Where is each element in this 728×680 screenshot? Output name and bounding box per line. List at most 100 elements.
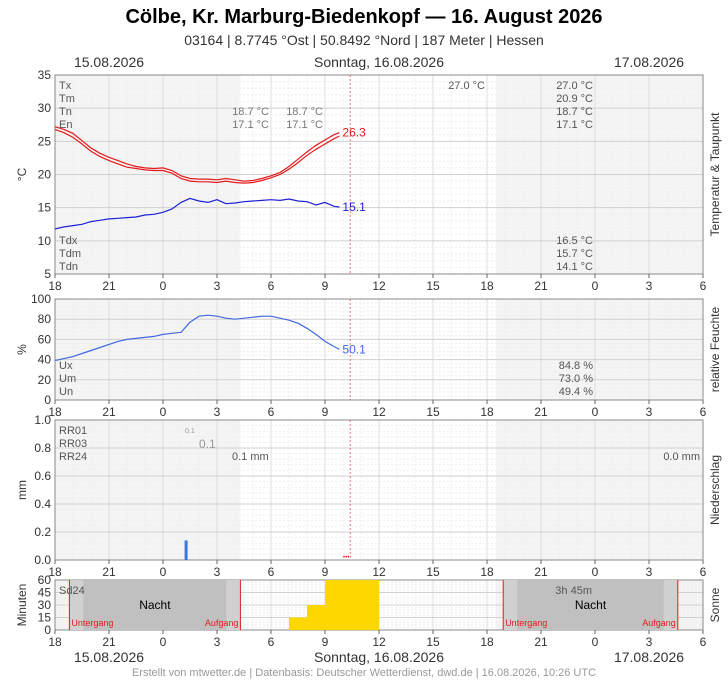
- x-tick-label: 9: [322, 565, 329, 579]
- stat-value: 0.1: [199, 437, 216, 451]
- stat-value: 0.1: [185, 428, 195, 435]
- x-tick-label: 18: [48, 405, 62, 419]
- y-axis-label: Minuten: [15, 584, 29, 627]
- y-tick-label: 0: [44, 623, 51, 637]
- y-tick-label: 0.4: [34, 497, 51, 511]
- y-axis-label: mm: [15, 480, 29, 500]
- station-info: 03164 | 8.7745 °Ost | 50.8492 °Nord | 18…: [184, 32, 544, 48]
- y-tick-label: 35: [38, 68, 52, 82]
- y-tick-label: 0: [44, 393, 51, 407]
- x-tick-label: 0: [592, 405, 599, 419]
- series-line: [54, 128, 340, 184]
- y-tick-label: 60: [38, 332, 52, 346]
- stat-label: RR01: [59, 425, 87, 437]
- stat-label: Tx: [59, 80, 72, 92]
- stat-value: 27.0 °C: [556, 80, 593, 92]
- y-tick-label: 0.2: [34, 525, 51, 539]
- page-title: Cölbe, Kr. Marburg-Biedenkopf — 16. Augu…: [125, 6, 603, 28]
- x-tick-label: 6: [268, 279, 275, 293]
- stat-value: 14.1 °C: [556, 261, 593, 273]
- x-tick-label: 0: [592, 565, 599, 579]
- y-tick-label: 0.8: [34, 441, 51, 455]
- x-tick-label: 3: [646, 279, 653, 293]
- stat-value: 18.7 °C: [232, 106, 269, 118]
- night-band: [496, 299, 703, 400]
- x-tick-label: 18: [480, 279, 494, 293]
- x-tick-label: 15: [426, 279, 440, 293]
- stat-label: Tm: [59, 93, 75, 105]
- x-tick-label: 3: [214, 405, 221, 419]
- stat-value: 27.0 °C: [448, 80, 485, 92]
- x-tick-label: 18: [480, 635, 494, 649]
- x-tick-label: 21: [102, 405, 116, 419]
- x-tick-label: 18: [48, 565, 62, 579]
- stat-label: RR03: [59, 438, 87, 450]
- y-tick-label: 40: [38, 353, 52, 367]
- night-label: Nacht: [139, 598, 171, 612]
- sunshine-bar: [307, 605, 325, 630]
- y-tick-label: 20: [38, 168, 52, 182]
- stat-value: 84.8 %: [559, 360, 593, 372]
- stat-value: 18.7 °C: [556, 106, 593, 118]
- x-tick-label: 9: [322, 279, 329, 293]
- night-label: Nacht: [575, 598, 607, 612]
- night-core: [517, 580, 664, 630]
- stat-label: Tdx: [59, 235, 78, 247]
- date-right: 17.08.2026: [614, 54, 684, 70]
- stat-value: 49.4 %: [559, 386, 593, 398]
- sunset-label: Untergang: [505, 618, 547, 628]
- date-left-bottom: 15.08.2026: [74, 649, 144, 665]
- x-tick-label: 12: [372, 279, 386, 293]
- stat-value: 17.1 °C: [556, 119, 593, 131]
- x-tick-label: 3: [646, 635, 653, 649]
- sunshine-bar: [325, 580, 343, 630]
- stat-label: En: [59, 119, 72, 131]
- y-axis-label: °C: [15, 167, 29, 181]
- x-tick-label: 3: [214, 279, 221, 293]
- stat-label: Tdm: [59, 248, 81, 260]
- night-core: [83, 580, 227, 630]
- panel-temperature: 5 10 15 20 25 30 35 18 21 0 3 6 9 12 15 18 21 0 3 6 °C Temper…: [15, 68, 722, 293]
- x-tick-label: 21: [102, 565, 116, 579]
- stat-value: 18.7 °C: [286, 106, 323, 118]
- y-tick-label: 60: [38, 573, 52, 587]
- series-end-label: 15.1: [342, 200, 366, 214]
- now-marker: •••: [343, 555, 349, 561]
- panel-right-label: Temperatur & Taupunkt: [708, 112, 722, 237]
- x-tick-label: 6: [700, 635, 707, 649]
- y-tick-label: 0.0: [34, 553, 51, 567]
- x-tick-label: 21: [534, 405, 548, 419]
- stat-label: RR24: [59, 451, 87, 463]
- x-tick-label: 6: [268, 405, 275, 419]
- stat-value: 0.0 mm: [663, 451, 700, 463]
- x-tick-label: 0: [160, 405, 167, 419]
- stat-label: Tdn: [59, 261, 78, 273]
- x-tick-label: 21: [534, 279, 548, 293]
- x-tick-label: 6: [700, 565, 707, 579]
- stat-label: Um: [59, 373, 76, 385]
- stat-value: 73.0 %: [559, 373, 593, 385]
- x-tick-label: 0: [160, 635, 167, 649]
- x-tick-label: 18: [48, 635, 62, 649]
- x-tick-label: 21: [534, 565, 548, 579]
- stat-value: 0.1 mm: [232, 451, 269, 463]
- y-tick-label: 10: [38, 234, 52, 248]
- panel-humidity: 0 20 40 60 80 100 18 21 0 3 6 9 12 15 18 21 0 3 6% relative…: [15, 292, 722, 419]
- date-center-bottom: Sonntag, 16.08.2026: [314, 649, 444, 665]
- footer-credit: Erstellt von mtwetter.de | Datenbasis: D…: [132, 667, 596, 679]
- x-tick-label: 12: [372, 565, 386, 579]
- x-tick-label: 6: [268, 635, 275, 649]
- series-end-label: 26.3: [342, 126, 366, 140]
- series-line: [54, 126, 340, 182]
- x-tick-label: 3: [214, 565, 221, 579]
- x-tick-label: 15: [426, 565, 440, 579]
- x-tick-label: 0: [592, 279, 599, 293]
- precip-bar: [184, 540, 188, 560]
- x-tick-label: 6: [700, 405, 707, 419]
- stat-value: 16.5 °C: [556, 235, 593, 247]
- sunshine-bar: [343, 580, 361, 630]
- stat-value: 17.1 °C: [232, 119, 269, 131]
- stat-value: 20.9 °C: [556, 93, 593, 105]
